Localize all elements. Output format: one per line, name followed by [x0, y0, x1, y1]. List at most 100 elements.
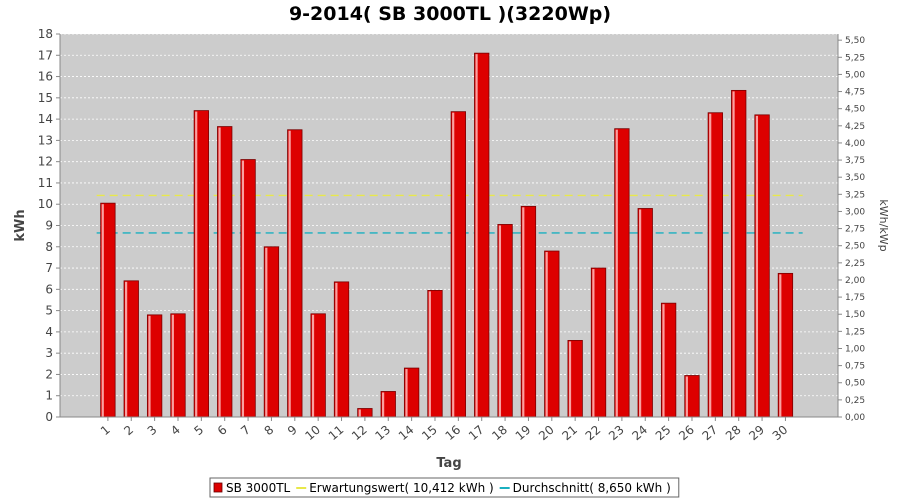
y-tick-label: 12	[38, 155, 53, 169]
x-tick-label: 21	[559, 423, 580, 444]
y-axis-label: kWh	[13, 209, 28, 241]
y2-tick-label: 3,50	[845, 173, 865, 183]
bar	[520, 205, 537, 418]
y-tick-label: 11	[38, 176, 53, 190]
bar	[567, 339, 583, 418]
bar	[637, 208, 653, 418]
bar	[333, 281, 350, 418]
bar	[123, 280, 139, 418]
bar	[146, 314, 163, 418]
y2-tick-label: 0,00	[845, 413, 865, 423]
x-tick-label: 10	[302, 423, 323, 444]
y-tick-label: 1	[45, 389, 53, 403]
x-tick-label: 25	[653, 423, 674, 444]
x-tick-label: 8	[262, 423, 277, 439]
x-axis-ticks: 1 2 3 4 5 6 7 8 9 10 11 12 13 14 15 16 17 18 19 20 21 22 23 24 2…	[98, 417, 790, 443]
legend-box	[209, 477, 680, 498]
y2-tick-label: 1,75	[845, 293, 865, 303]
x-tick-label: 16	[443, 423, 464, 444]
x-tick-label: 29	[746, 423, 767, 444]
bar	[544, 250, 560, 418]
y2-tick-label: 5,50	[845, 36, 865, 46]
x-tick-label: 1	[98, 423, 113, 439]
y2-tick-label: 1,25	[845, 327, 865, 337]
x-tick-label: 13	[372, 423, 393, 444]
bar	[427, 289, 443, 418]
bar	[450, 111, 466, 418]
x-tick-label: 9	[285, 423, 300, 439]
x-tick-label: 3	[145, 423, 160, 439]
x-tick-label: 15	[419, 423, 440, 444]
y-tick-label: 17	[38, 48, 53, 62]
x-tick-label: 28	[723, 423, 744, 444]
y-tick-label: 10	[38, 197, 53, 211]
x-tick-label: 4	[168, 423, 183, 439]
y2-tick-label: 4,50	[845, 105, 865, 115]
bar	[754, 114, 770, 418]
bar	[170, 313, 186, 418]
x-tick-label: 20	[536, 423, 557, 444]
x-tick-label: 27	[700, 423, 721, 444]
x-tick-label: 6	[215, 423, 230, 439]
y-tick-label: 9	[45, 219, 53, 233]
y-tick-label: 7	[45, 261, 53, 275]
reference-lines	[96, 194, 803, 234]
bar	[660, 302, 677, 418]
x-tick-label: 19	[513, 423, 534, 444]
bar	[240, 159, 256, 418]
y-tick-label: 13	[38, 133, 53, 147]
x-tick-label: 11	[326, 423, 347, 444]
x-tick-label: 2	[121, 423, 136, 439]
y2-tick-label: 5,00	[845, 70, 865, 80]
y-tick-label: 4	[45, 325, 53, 339]
x-tick-label: 22	[583, 423, 604, 444]
x-tick-label: 26	[676, 423, 697, 444]
bar	[287, 129, 303, 418]
legend: SB 3000TL Erwartungswert( 10,412 kWh ) Dur…	[209, 477, 680, 498]
x-tick-label: 7	[238, 423, 253, 439]
legend-label: Erwartungswert( 10,412 kWh )	[309, 481, 493, 495]
legend-swatch	[213, 482, 223, 493]
y-tick-label: 5	[45, 304, 53, 318]
bar	[707, 112, 723, 418]
x-tick-label: 12	[349, 423, 370, 444]
x-tick-label: 17	[466, 423, 487, 444]
y2-tick-label: 3,75	[845, 156, 865, 166]
bar	[100, 202, 116, 418]
y2-tick-label: 2,00	[845, 276, 865, 286]
y2-tick-label: 0,75	[845, 362, 865, 372]
y2-tick-label: 1,50	[845, 310, 865, 320]
y2-tick-label: 4,00	[845, 139, 865, 149]
x-tick-label: 30	[770, 423, 791, 444]
bar-series	[100, 52, 794, 418]
bar	[310, 313, 326, 418]
y-tick-label: 0	[45, 410, 53, 424]
x-tick-label: 24	[629, 423, 650, 444]
y2-tick-label: 0,50	[845, 379, 865, 389]
y2-tick-label: 4,25	[845, 122, 865, 132]
y-tick-label: 8	[45, 240, 53, 254]
y2-tick-label: 3,00	[845, 207, 865, 217]
bar	[193, 110, 209, 418]
x-tick-label: 18	[489, 423, 510, 444]
bar	[614, 128, 630, 418]
y-tick-label: 15	[38, 91, 53, 105]
y2-tick-label: 2,25	[845, 259, 865, 269]
y2-tick-label: 2,75	[845, 225, 865, 235]
x-tick-label: 5	[191, 423, 206, 439]
y-tick-label: 3	[45, 346, 53, 360]
x-axis-label: Tag	[436, 456, 461, 471]
y2-tick-label: 5,25	[845, 53, 865, 63]
bar	[217, 126, 233, 418]
bar	[731, 89, 747, 418]
y-tick-label: 16	[38, 70, 53, 84]
y2-tick-label: 1,00	[845, 344, 865, 354]
y-tick-label: 14	[38, 112, 53, 126]
legend-label: Durchschnitt( 8,650 kWh )	[513, 481, 671, 495]
y2-tick-label: 4,75	[845, 88, 865, 98]
x-tick-label: 14	[396, 423, 417, 444]
y-tick-label: 6	[45, 282, 53, 296]
bar	[357, 408, 373, 418]
bar	[777, 272, 794, 418]
bar	[263, 246, 280, 418]
